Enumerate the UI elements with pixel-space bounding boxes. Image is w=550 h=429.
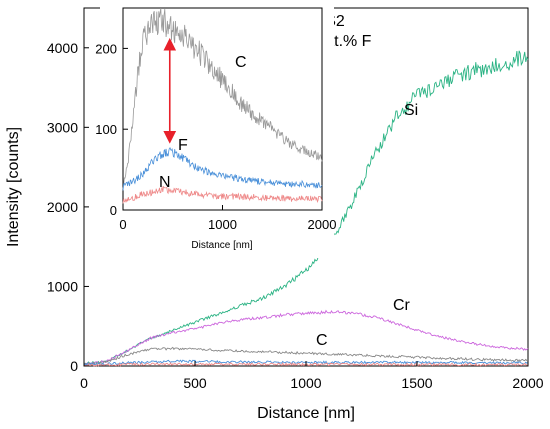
main-series-cr-line bbox=[83, 309, 529, 366]
inset-x-axis-title: Distance [nm] bbox=[191, 240, 252, 251]
label-cr: Cr bbox=[393, 297, 411, 314]
main-x-tick-label: 1500 bbox=[401, 375, 432, 391]
main-x-ticks: 0 500 1000 1500 2000 bbox=[80, 361, 544, 391]
inset-y-tick-label: 100 bbox=[95, 122, 117, 137]
inset-y-tick-label: 0 bbox=[110, 203, 117, 218]
main-y-ticks: 0 1000 2000 3000 4000 bbox=[47, 40, 89, 374]
inset-label-c: C bbox=[235, 54, 247, 71]
inset-y-tick-label: 200 bbox=[95, 41, 117, 56]
main-x-tick-label: 1000 bbox=[290, 375, 321, 391]
main-x-axis-title: Distance [nm] bbox=[257, 405, 355, 422]
inset-plot: 0 1000 2000 0 100 200 Distance [nm] C F N bbox=[95, 6, 336, 258]
inset-series-f-line bbox=[122, 147, 323, 191]
main-y-tick-label: 2000 bbox=[47, 199, 78, 215]
main-series-c-line bbox=[83, 346, 529, 366]
main-x-tick-label: 0 bbox=[80, 375, 88, 391]
inset-label-f: F bbox=[178, 137, 188, 154]
inset-y-ticks: 0 100 200 bbox=[95, 41, 128, 218]
inset-background bbox=[100, 6, 334, 258]
label-si: Si bbox=[404, 102, 418, 119]
main-y-tick-label: 3000 bbox=[47, 119, 78, 135]
inset-series-n-line bbox=[122, 185, 323, 204]
inset-series-group bbox=[122, 7, 323, 204]
inset-series-c-line bbox=[122, 7, 323, 189]
main-y-axis-title: Intensity [counts] bbox=[5, 127, 22, 247]
main-x-tick-label: 2000 bbox=[512, 375, 543, 391]
inset-x-tick-label: 2000 bbox=[308, 217, 337, 232]
inset-x-tick-label: 0 bbox=[119, 217, 126, 232]
main-x-tick-label: 500 bbox=[183, 375, 207, 391]
main-y-tick-label: 1000 bbox=[47, 278, 78, 294]
inset-x-ticks: 0 1000 2000 bbox=[119, 205, 336, 232]
label-c: C bbox=[316, 332, 328, 349]
inset-label-n: N bbox=[159, 174, 171, 191]
main-y-tick-label: 4000 bbox=[47, 40, 78, 56]
main-series-group bbox=[83, 50, 529, 367]
inset-x-tick-label: 1000 bbox=[208, 217, 237, 232]
main-y-tick-label: 0 bbox=[70, 358, 78, 374]
